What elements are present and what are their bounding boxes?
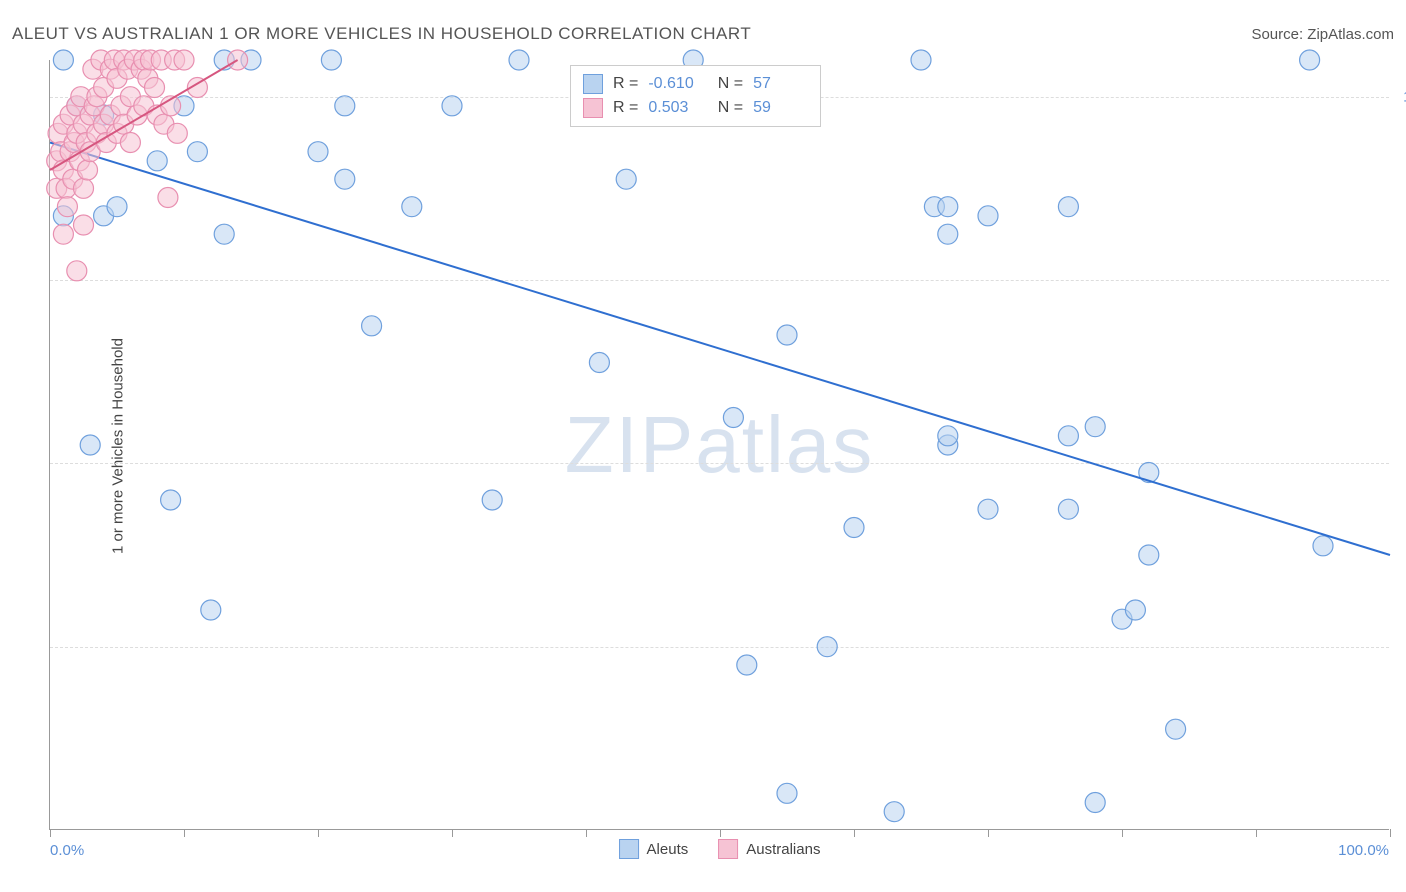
- scatter-point: [442, 96, 462, 116]
- scatter-point: [884, 802, 904, 822]
- scatter-point: [214, 224, 234, 244]
- x-tick: [50, 829, 51, 837]
- stats-r-label: R =: [613, 75, 638, 93]
- scatter-point: [777, 325, 797, 345]
- stats-swatch: [583, 74, 603, 94]
- x-tick: [988, 829, 989, 837]
- stats-row: R = -0.610 N = 57: [583, 72, 808, 96]
- legend-bottom: Aleuts Australians: [619, 839, 821, 859]
- x-tick: [1122, 829, 1123, 837]
- scatter-point: [737, 655, 757, 675]
- scatter-point: [187, 142, 207, 162]
- stats-r-value: 0.503: [648, 99, 703, 117]
- scatter-point: [616, 169, 636, 189]
- scatter-point: [402, 197, 422, 217]
- stats-r-label: R =: [613, 99, 638, 117]
- x-tick: [184, 829, 185, 837]
- stats-r-value: -0.610: [648, 75, 703, 93]
- scatter-point: [723, 408, 743, 428]
- scatter-point: [1300, 50, 1320, 70]
- x-tick: [452, 829, 453, 837]
- scatter-point: [911, 50, 931, 70]
- x-tick: [1256, 829, 1257, 837]
- x-tick: [318, 829, 319, 837]
- x-tick: [1390, 829, 1391, 837]
- scatter-point: [938, 426, 958, 446]
- scatter-point: [174, 50, 194, 70]
- x-tick: [854, 829, 855, 837]
- legend-swatch: [619, 839, 639, 859]
- legend-swatch: [718, 839, 738, 859]
- stats-n-value: 59: [753, 99, 808, 117]
- scatter-point: [145, 78, 165, 98]
- x-axis-min-label: 0.0%: [50, 842, 84, 859]
- scatter-point: [57, 197, 77, 217]
- scatter-point: [147, 151, 167, 171]
- scatter-point: [53, 224, 73, 244]
- scatter-point: [161, 490, 181, 510]
- scatter-point: [308, 142, 328, 162]
- scatter-point: [78, 160, 98, 180]
- chart-title: ALEUT VS AUSTRALIAN 1 OR MORE VEHICLES I…: [12, 24, 751, 44]
- scatter-point: [1058, 197, 1078, 217]
- scatter-point: [978, 206, 998, 226]
- scatter-point: [67, 261, 87, 281]
- scatter-point: [1125, 600, 1145, 620]
- chart-source: Source: ZipAtlas.com: [1251, 26, 1394, 43]
- scatter-point: [74, 215, 94, 235]
- scatter-point: [482, 490, 502, 510]
- scatter-point: [844, 518, 864, 538]
- legend-item: Aleuts: [619, 839, 689, 859]
- trend-line: [50, 143, 1390, 556]
- scatter-point: [978, 499, 998, 519]
- x-axis-max-label: 100.0%: [1338, 842, 1389, 859]
- stats-swatch: [583, 98, 603, 118]
- scatter-point: [1085, 793, 1105, 813]
- legend-label: Aleuts: [647, 841, 689, 858]
- stats-n-label: N =: [713, 75, 743, 93]
- scatter-point: [107, 197, 127, 217]
- scatter-point: [1139, 545, 1159, 565]
- scatter-plot-svg: [50, 60, 1389, 829]
- correlation-stats-box: R = -0.610 N = 57 R = 0.503 N = 59: [570, 65, 821, 127]
- scatter-point: [335, 169, 355, 189]
- scatter-point: [74, 178, 94, 198]
- scatter-point: [1166, 719, 1186, 739]
- scatter-point: [362, 316, 382, 336]
- scatter-point: [1085, 417, 1105, 437]
- stats-row: R = 0.503 N = 59: [583, 96, 808, 120]
- stats-n-value: 57: [753, 75, 808, 93]
- scatter-point: [589, 353, 609, 373]
- scatter-point: [80, 435, 100, 455]
- scatter-point: [1313, 536, 1333, 556]
- x-tick: [720, 829, 721, 837]
- chart-plot-area: ZIPatlas 40.0%60.0%80.0%100.0% R =-0.610…: [49, 60, 1389, 830]
- scatter-point: [938, 224, 958, 244]
- scatter-point: [938, 197, 958, 217]
- scatter-point: [509, 50, 529, 70]
- scatter-point: [1058, 426, 1078, 446]
- scatter-point: [321, 50, 341, 70]
- stats-n-label: N =: [713, 99, 743, 117]
- legend-label: Australians: [746, 841, 820, 858]
- scatter-point: [120, 133, 140, 153]
- scatter-point: [167, 123, 187, 143]
- scatter-point: [201, 600, 221, 620]
- scatter-point: [817, 637, 837, 657]
- scatter-point: [335, 96, 355, 116]
- scatter-point: [777, 783, 797, 803]
- chart-header: ALEUT VS AUSTRALIAN 1 OR MORE VEHICLES I…: [12, 24, 1394, 44]
- scatter-point: [158, 188, 178, 208]
- scatter-point: [53, 50, 73, 70]
- scatter-point: [1058, 499, 1078, 519]
- x-tick: [586, 829, 587, 837]
- legend-item: Australians: [718, 839, 820, 859]
